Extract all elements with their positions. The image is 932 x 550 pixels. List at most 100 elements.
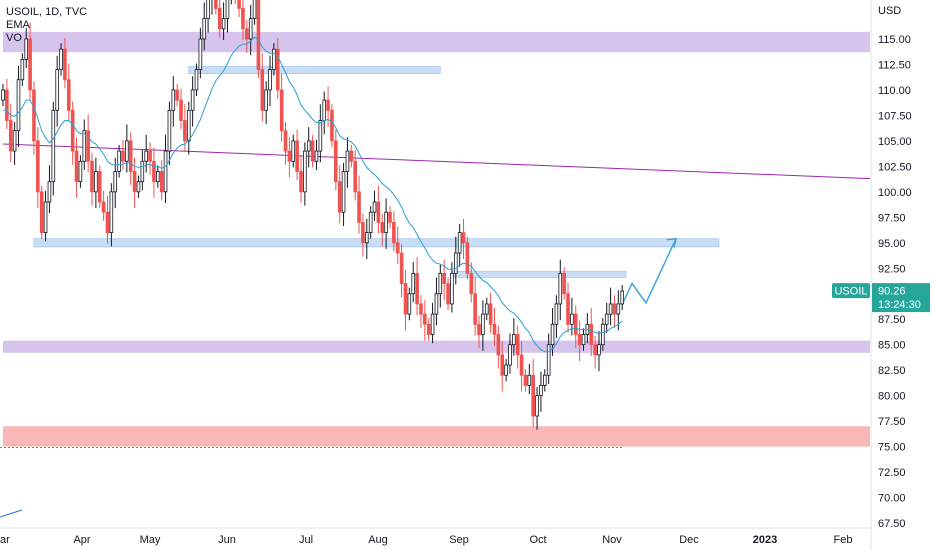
candle-body bbox=[245, 28, 249, 40]
ema-line bbox=[3, 36, 623, 353]
zone-purple-0 bbox=[3, 31, 870, 53]
candle bbox=[295, 129, 299, 181]
candle-body bbox=[461, 232, 466, 244]
candle bbox=[384, 198, 388, 249]
candle bbox=[234, 0, 236, 5]
candle bbox=[577, 320, 582, 361]
candle-body bbox=[5, 89, 9, 121]
candle bbox=[481, 300, 485, 351]
candle bbox=[144, 134, 148, 173]
candle-body bbox=[573, 313, 578, 335]
candle-body bbox=[63, 48, 67, 81]
vo-indicator-label[interactable]: VO bbox=[6, 32, 22, 44]
candle-body bbox=[287, 150, 292, 162]
candle-body bbox=[318, 120, 323, 152]
x-tick-label: Jul bbox=[299, 534, 313, 546]
candle-body bbox=[353, 160, 357, 193]
candle bbox=[8, 104, 13, 163]
candle-body bbox=[426, 323, 431, 335]
candle bbox=[221, 2, 226, 41]
candle bbox=[608, 287, 613, 326]
y-tick-label: 92.50 bbox=[878, 263, 906, 275]
candle-body bbox=[144, 150, 148, 162]
candle bbox=[453, 236, 458, 285]
candle bbox=[477, 315, 481, 349]
candle bbox=[492, 308, 497, 346]
zone-blue-2 bbox=[33, 238, 720, 248]
candle bbox=[512, 318, 516, 356]
candle bbox=[63, 37, 67, 89]
candle bbox=[322, 91, 327, 135]
candle bbox=[430, 302, 435, 344]
y-tick-label: 110.00 bbox=[878, 85, 911, 97]
zone-red-5 bbox=[3, 426, 870, 447]
candle-body bbox=[577, 334, 582, 346]
y-tick-label: 112.50 bbox=[878, 59, 911, 71]
candle-body bbox=[109, 191, 114, 233]
candle bbox=[260, 53, 265, 122]
candle bbox=[604, 302, 609, 333]
candle bbox=[519, 341, 524, 392]
candle-body bbox=[438, 272, 443, 295]
candle bbox=[241, 0, 245, 41]
last-price-label: 90.26 bbox=[878, 286, 906, 298]
candle-body bbox=[368, 211, 373, 234]
candle-body bbox=[97, 171, 102, 203]
candle-body bbox=[415, 272, 419, 305]
ema-indicator-label[interactable]: EMA bbox=[6, 19, 30, 31]
candle bbox=[217, 0, 222, 38]
candle-body bbox=[407, 293, 412, 315]
candle bbox=[51, 101, 56, 196]
candle bbox=[5, 78, 9, 130]
candle bbox=[94, 157, 98, 209]
candle-body bbox=[171, 89, 176, 111]
y-tick-label: 82.50 bbox=[878, 365, 906, 377]
candle-body bbox=[500, 354, 505, 376]
candle-body bbox=[457, 232, 462, 254]
candle bbox=[508, 333, 512, 374]
x-tick-label: ar bbox=[0, 534, 10, 546]
candle bbox=[469, 262, 474, 303]
candle-body bbox=[535, 395, 539, 417]
candle bbox=[314, 139, 319, 170]
candle-body bbox=[446, 283, 450, 305]
x-tick-label: Apr bbox=[73, 534, 90, 546]
candle bbox=[473, 277, 477, 336]
candle bbox=[202, 2, 207, 51]
candle bbox=[593, 336, 597, 369]
candle-body bbox=[570, 313, 574, 325]
candle bbox=[32, 81, 36, 155]
projection-arrowhead bbox=[666, 237, 677, 248]
chart-overlays bbox=[0, 143, 871, 518]
candle bbox=[612, 295, 617, 328]
candle bbox=[230, 0, 232, 5]
candle-body bbox=[376, 201, 381, 223]
candle-body bbox=[337, 181, 342, 213]
candle-body bbox=[388, 211, 392, 223]
candle bbox=[136, 175, 141, 198]
candle-body bbox=[477, 323, 481, 335]
symbol-title[interactable]: USOIL, 1D, TVC bbox=[6, 6, 88, 18]
candle-body bbox=[291, 140, 296, 162]
candle bbox=[78, 155, 83, 188]
y-tick-label: 85.00 bbox=[878, 340, 906, 352]
candle bbox=[515, 325, 520, 369]
candle bbox=[303, 142, 307, 206]
candle-body bbox=[283, 130, 288, 152]
candle-body bbox=[241, 8, 245, 30]
time-axis[interactable]: ar Apr May Jun Jul Aug Sep Oct Nov Dec 2023 Feb bbox=[0, 527, 870, 546]
price-axis[interactable]: USD 115.00 112.50 110.00 107.50 105.00 102.50 1… bbox=[870, 0, 912, 550]
countdown-label: 13:24:30 bbox=[878, 299, 921, 311]
x-tick-label: Dec bbox=[679, 534, 699, 546]
candle bbox=[183, 104, 187, 153]
candle-body bbox=[399, 252, 404, 284]
x-tick-label: Oct bbox=[529, 534, 546, 546]
candle-body bbox=[303, 150, 307, 193]
candle-body bbox=[121, 150, 125, 162]
candle-body bbox=[163, 150, 168, 193]
candle bbox=[388, 206, 392, 229]
candle bbox=[86, 114, 90, 173]
chart-legend: USOIL, 1D, TVC EMA VO bbox=[6, 6, 87, 45]
candle-body bbox=[86, 130, 90, 162]
